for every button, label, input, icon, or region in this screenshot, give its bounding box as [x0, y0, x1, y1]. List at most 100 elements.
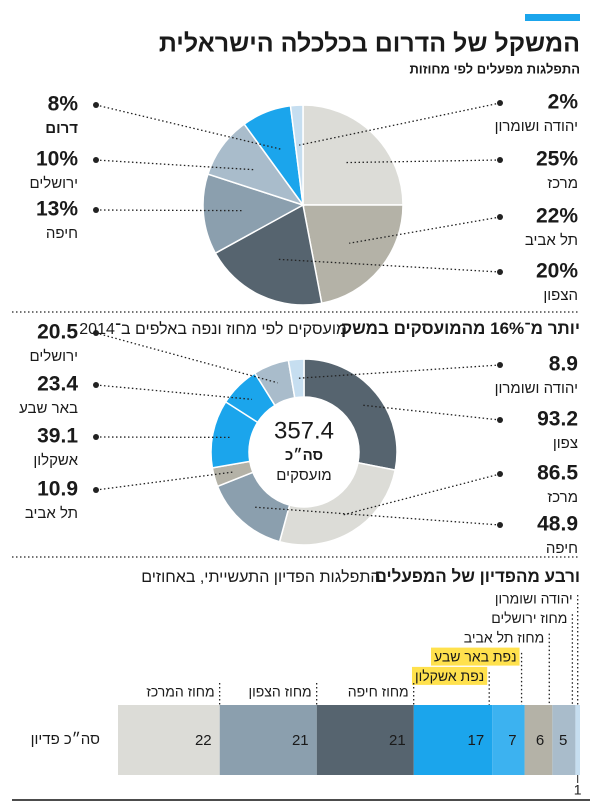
- center-value: 357.4: [274, 417, 334, 444]
- slice: [302, 104, 404, 206]
- category-label: צפון: [553, 435, 578, 452]
- leader-line: [345, 159, 501, 164]
- bar-segment: [492, 705, 525, 775]
- category-label: דרום: [45, 120, 78, 137]
- category-label: תל אביב: [25, 505, 78, 522]
- legend-label: נפת באר שבע: [434, 649, 517, 665]
- center-label: סה״כ: [285, 447, 323, 464]
- category-label: יהודה ושומרון: [495, 118, 578, 135]
- legend-label: מחוז המרכז: [146, 684, 214, 700]
- category-label: מרכז: [547, 175, 578, 192]
- chart-title: יותר מ־16% מהמועסקים במשקמועסקים לפי מחו…: [79, 319, 580, 338]
- legend-highlight: [431, 647, 520, 666]
- value-label: 13%: [36, 198, 78, 221]
- legend-label: מחוז ירושלים: [491, 610, 567, 626]
- chart-title-bold: יותר מ־16% מהמועסקים במשק: [341, 319, 580, 338]
- category-label: ירושלים: [30, 175, 78, 192]
- bar-segment: [219, 705, 317, 775]
- leader-dot: [93, 207, 99, 213]
- bar-segment: [524, 705, 553, 775]
- value-label: 10%: [36, 148, 78, 171]
- leader-line: [95, 471, 233, 491]
- leader-line: [95, 209, 244, 212]
- value-label: 22%: [536, 205, 578, 228]
- legend-label: מחוז תל אביב: [464, 629, 544, 645]
- value-label: 23.4: [37, 373, 78, 396]
- legend-label: מחוז חיפה: [348, 684, 409, 700]
- legend-label: יהודה ושומרון: [495, 591, 573, 607]
- bar-segment: [413, 705, 493, 775]
- leader-line: [95, 384, 253, 400]
- leader-dot: [497, 362, 503, 368]
- value-label: 21: [292, 732, 309, 749]
- leader-line: [254, 506, 501, 526]
- category-label: הצפון: [543, 287, 578, 304]
- bar-segment: [575, 705, 580, 775]
- leader-dot: [93, 487, 99, 493]
- leader-dot: [497, 157, 503, 163]
- value-label: 93.2: [537, 408, 578, 431]
- chart-title: ורבע מהפדיון של המפעליםהתפלגות הפדיון הת…: [141, 567, 580, 586]
- page-subtitle: התפלגות מפעלים לפי מחוזות: [409, 61, 580, 76]
- leader-line: [277, 258, 501, 273]
- legend-highlight: [411, 666, 488, 685]
- center-caption: מועסקים: [276, 467, 331, 484]
- value-label: 20%: [536, 260, 578, 283]
- leader-line: [361, 404, 501, 421]
- leader-dot: [497, 471, 503, 477]
- value-label: 25%: [536, 148, 578, 171]
- leader-dot: [93, 102, 99, 108]
- value-label: 21: [389, 732, 406, 749]
- chart-subtitle: התפלגות הפדיון התעשייתי, באחוזים: [141, 568, 380, 586]
- value-label: 86.5: [537, 462, 578, 485]
- page-title: המשקל של הדרום בכלכלה הישראלית: [159, 30, 580, 58]
- category-label: באר שבע: [19, 400, 78, 417]
- slice: [287, 358, 305, 399]
- slice: [214, 203, 323, 306]
- leader-line: [297, 364, 501, 379]
- value-label: 10.9: [37, 478, 78, 501]
- value-label: 22: [195, 732, 212, 749]
- leader-dot: [93, 330, 99, 336]
- bar-segment: [552, 705, 576, 775]
- value-label: 2%: [548, 91, 579, 114]
- chart-subtitle: מועסקים לפי מחוז ונפה באלפים ב־2014: [79, 320, 347, 338]
- leader-dot: [497, 522, 503, 528]
- slice: [303, 358, 398, 472]
- value-label: 8%: [48, 93, 79, 116]
- slice: [202, 173, 305, 255]
- value-label: 48.9: [537, 513, 578, 536]
- leader-dot: [93, 157, 99, 163]
- leader-line: [95, 332, 278, 384]
- category-label: חיפה: [46, 225, 78, 242]
- value-label: 7: [508, 732, 516, 749]
- legend-label: נפת אשקלון: [415, 668, 484, 684]
- value-label: 17: [468, 732, 485, 749]
- value-label: 20.5: [37, 321, 78, 344]
- category-label: אשקלון: [33, 452, 78, 469]
- leader-line: [342, 473, 501, 516]
- value-label: 8.9: [549, 353, 578, 376]
- leader-dot: [497, 269, 503, 275]
- value-label: 1: [574, 782, 582, 798]
- category-label: תל אביב: [525, 232, 578, 249]
- category-label: יהודה ושומרון: [495, 380, 578, 397]
- row-label: סה״כ פדיון: [31, 731, 101, 748]
- bar-segment: [316, 705, 414, 775]
- slice: [302, 204, 404, 305]
- category-label: מרכז: [547, 489, 578, 506]
- category-label: ירושלים: [30, 348, 78, 365]
- leader-dot: [93, 434, 99, 440]
- accent-bar: [525, 14, 580, 21]
- value-label: 5: [559, 732, 567, 749]
- chart-title-bold: ורבע מהפדיון של המפעלים: [375, 567, 580, 586]
- legend-label: מחוז הצפון: [248, 684, 311, 700]
- category-label: חיפה: [546, 540, 578, 557]
- bar-segment: [118, 705, 220, 775]
- value-label: 39.1: [37, 425, 78, 448]
- leader-dot: [497, 417, 503, 423]
- value-label: 6: [536, 732, 544, 749]
- leader-line: [349, 216, 501, 244]
- leader-dot: [93, 382, 99, 388]
